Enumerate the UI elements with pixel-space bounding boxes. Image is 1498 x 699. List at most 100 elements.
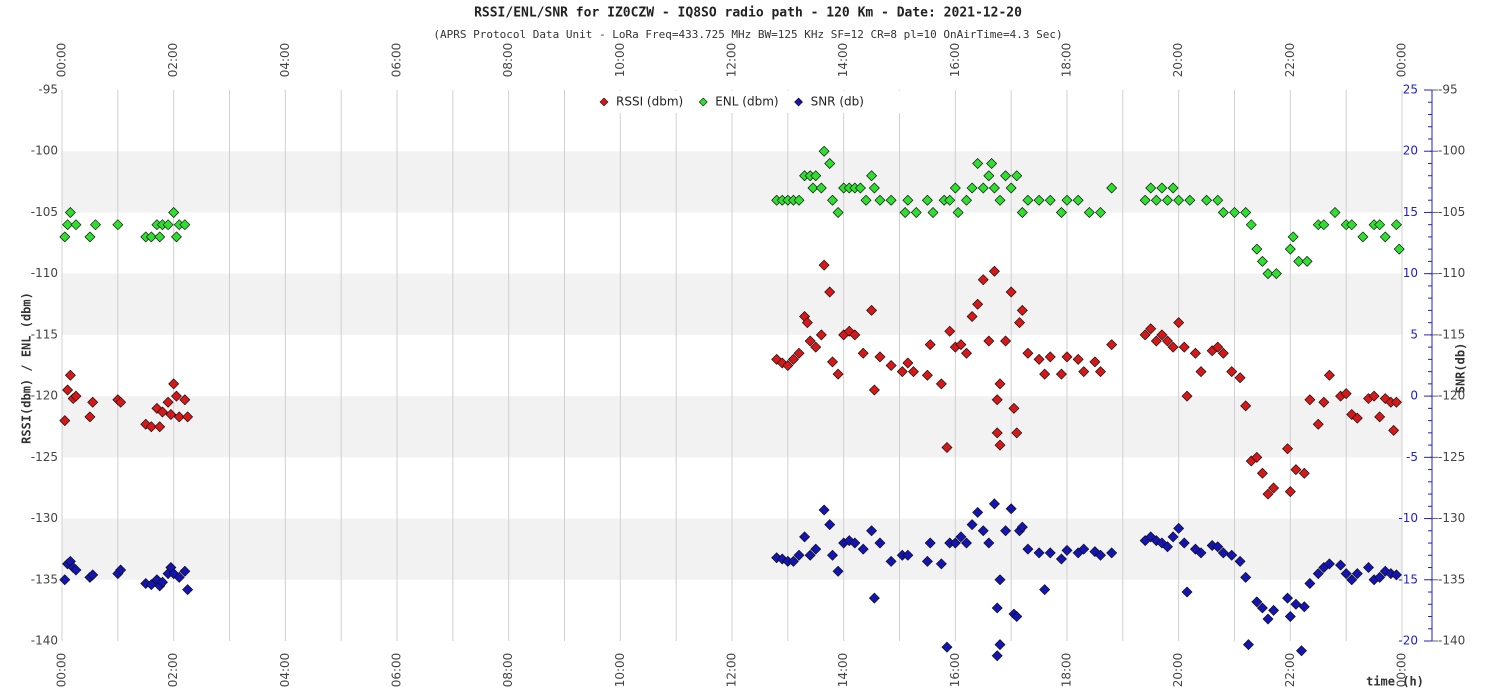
point [1379, 565, 1391, 577]
x-tick-label: 14:00 [836, 43, 850, 78]
point [849, 329, 861, 341]
x-tick-label: 10:00 [613, 653, 627, 688]
point [1055, 206, 1067, 218]
point [1217, 547, 1229, 559]
point [874, 537, 886, 549]
point [935, 558, 947, 570]
point [1044, 194, 1056, 206]
point [1195, 547, 1207, 559]
point [807, 182, 819, 194]
point [941, 442, 953, 454]
y-tick-label: -120 [1438, 389, 1465, 403]
point [1390, 569, 1402, 581]
y-tick-label: -140 [31, 634, 58, 648]
point [874, 351, 886, 363]
x-tick-label: 22:00 [1283, 653, 1297, 688]
point [986, 157, 998, 169]
point [860, 194, 872, 206]
point [991, 427, 1003, 439]
point [1226, 366, 1238, 378]
point [1022, 347, 1034, 359]
point [885, 194, 897, 206]
point [832, 565, 844, 577]
point [994, 378, 1006, 390]
y-axis-label: RSSI(dbm) / ENL (dbm) [20, 292, 34, 444]
y2-tick-label: -10 [1398, 511, 1418, 525]
point [162, 396, 174, 408]
point [810, 543, 822, 555]
point [1318, 219, 1330, 231]
point [1312, 418, 1324, 430]
x-tick-label: 02:00 [166, 653, 180, 688]
point [1323, 558, 1335, 570]
point [1078, 366, 1090, 378]
point [977, 182, 989, 194]
point [1173, 317, 1185, 329]
y2-tick-label: -15 [1398, 572, 1418, 586]
point [1270, 268, 1282, 280]
point [972, 157, 984, 169]
point [179, 394, 191, 406]
point [1298, 601, 1310, 613]
point [921, 555, 933, 567]
point [793, 347, 805, 359]
point [84, 231, 96, 243]
point [1256, 255, 1268, 267]
point [1251, 451, 1263, 463]
point [1039, 368, 1051, 380]
y-tick-label: -125 [31, 450, 58, 464]
point [1379, 231, 1391, 243]
point [1217, 347, 1229, 359]
x-tick-label: 00:00 [55, 43, 69, 78]
point [843, 325, 855, 337]
point [1095, 366, 1106, 378]
point [961, 347, 972, 359]
point [885, 360, 897, 371]
point [1083, 206, 1095, 218]
point [1078, 543, 1090, 555]
chart-title: RSSI/ENL/SNR for IZ0CZW - IQ8SO radio pa… [474, 6, 1022, 21]
point [1184, 194, 1196, 206]
point [902, 357, 914, 369]
point [966, 311, 978, 323]
y-tick-label: -95 [38, 83, 58, 97]
point [810, 170, 822, 182]
x-tick-label: 12:00 [725, 653, 739, 688]
point [1106, 547, 1118, 559]
y-tick-label: -135 [31, 572, 58, 586]
point [64, 206, 76, 218]
point [771, 353, 783, 365]
point [1282, 443, 1294, 455]
point [70, 564, 82, 576]
point [827, 356, 838, 368]
y-tick-label: -110 [1438, 266, 1465, 280]
point [1293, 255, 1305, 267]
point [1318, 396, 1330, 408]
point [1226, 549, 1238, 561]
point [1156, 182, 1168, 194]
point [972, 298, 984, 310]
point [1262, 268, 1274, 280]
point [955, 339, 967, 351]
chart-subtitle: (APRS Protocol Data Unit - LoRa Freq=433… [433, 28, 1062, 41]
x-tick-label: 20:00 [1171, 653, 1185, 688]
point [818, 145, 830, 157]
legend-label: SNR (db) [811, 95, 864, 109]
x-tick-label: 00:00 [1395, 43, 1409, 78]
legend-label: ENL (dbm) [715, 95, 778, 109]
x-tick-label: 16:00 [948, 653, 962, 688]
point [1240, 400, 1252, 412]
point [843, 535, 855, 547]
point [866, 304, 878, 316]
legend: RSSI (dbm) ENL (dbm) SNR (db) [592, 91, 902, 113]
point [977, 525, 989, 537]
point [787, 555, 799, 567]
point [896, 366, 908, 378]
point [59, 415, 71, 427]
point [1181, 390, 1193, 402]
y-tick-label: -130 [31, 511, 58, 525]
point [1167, 341, 1179, 353]
point [815, 182, 827, 194]
point [944, 325, 956, 337]
point [1256, 602, 1268, 614]
